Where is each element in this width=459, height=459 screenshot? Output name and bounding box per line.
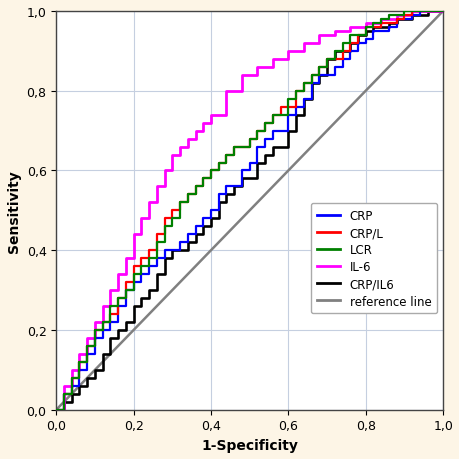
X-axis label: 1-Specificity: 1-Specificity xyxy=(201,438,297,452)
Legend: CRP, CRP/L, LCR, IL-6, CRP/IL6, reference line: CRP, CRP/L, LCR, IL-6, CRP/IL6, referenc… xyxy=(310,203,436,314)
Y-axis label: Sensitivity: Sensitivity xyxy=(7,170,21,252)
